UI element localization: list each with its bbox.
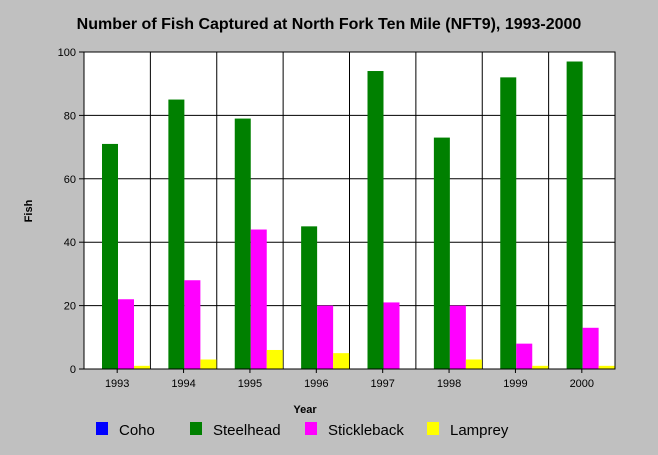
- chart-title: Number of Fish Captured at North Fork Te…: [77, 16, 582, 33]
- legend-label-steelhead: Steelhead: [213, 422, 281, 439]
- bar-lamprey-1994: [200, 359, 217, 369]
- bar-lamprey-1995: [266, 349, 283, 369]
- plot-frame: [83, 51, 616, 370]
- bar-steelhead-2000: [566, 61, 583, 369]
- bar-stickleback-1998: [449, 305, 466, 369]
- legend-swatch-stickleback: [305, 422, 317, 435]
- bar-steelhead-1993: [102, 143, 118, 369]
- bar-lamprey-1999: [532, 365, 549, 369]
- x-tick-label: 1997: [370, 378, 394, 390]
- bar-steelhead-1994: [168, 99, 185, 370]
- x-tick-label: 1998: [437, 378, 461, 390]
- y-tick-label: 80: [64, 110, 76, 122]
- y-tick-label: 40: [64, 237, 76, 249]
- bar-stickleback-1997: [383, 302, 400, 369]
- x-tick-label: 1993: [105, 378, 129, 390]
- x-tick-label: 2000: [570, 378, 594, 390]
- bar-stickleback-1994: [184, 280, 201, 369]
- x-axis-title: Year: [293, 404, 317, 416]
- legend-swatch-lamprey: [427, 422, 439, 435]
- bar-lamprey-1993: [134, 365, 150, 369]
- legend: Coho Steelhead Stickleback Lamprey: [96, 422, 509, 439]
- y-tick-label: 100: [58, 47, 76, 59]
- y-axis-ticks: 0 20 40 60 80 100: [58, 47, 84, 376]
- x-tick-label: 1996: [304, 378, 328, 390]
- bar-steelhead-1997: [367, 71, 384, 370]
- y-tick-label: 0: [70, 364, 76, 376]
- legend-label-lamprey: Lamprey: [450, 422, 509, 439]
- bar-stickleback-1993: [118, 299, 134, 369]
- bar-steelhead-1998: [433, 137, 450, 369]
- bar-lamprey-1996: [333, 353, 350, 369]
- y-axis-title: Fish: [23, 199, 35, 222]
- legend-label-stickleback: Stickleback: [328, 422, 404, 439]
- x-tick-label: 1994: [171, 378, 195, 390]
- bar-stickleback-1996: [317, 305, 334, 369]
- bar-stickleback-2000: [582, 327, 599, 369]
- bars: [102, 61, 615, 370]
- bar-steelhead-1995: [234, 118, 251, 369]
- bar-stickleback-1999: [516, 343, 533, 369]
- legend-swatch-steelhead: [190, 422, 202, 435]
- x-tick-label: 1999: [503, 378, 527, 390]
- legend-swatch-coho: [96, 422, 108, 435]
- x-axis-ticks: 1993 1994 1995 1996 1997 1998 1999 2000: [105, 369, 594, 390]
- legend-label-coho: Coho: [119, 422, 155, 439]
- bar-steelhead-1999: [500, 77, 517, 370]
- y-tick-label: 60: [64, 174, 76, 186]
- x-tick-label: 1995: [238, 378, 262, 390]
- bar-lamprey-1998: [465, 359, 482, 369]
- bar-steelhead-1996: [301, 226, 318, 369]
- bar-stickleback-1995: [250, 229, 267, 369]
- y-tick-label: 20: [64, 301, 76, 313]
- bar-lamprey-2000: [598, 365, 615, 369]
